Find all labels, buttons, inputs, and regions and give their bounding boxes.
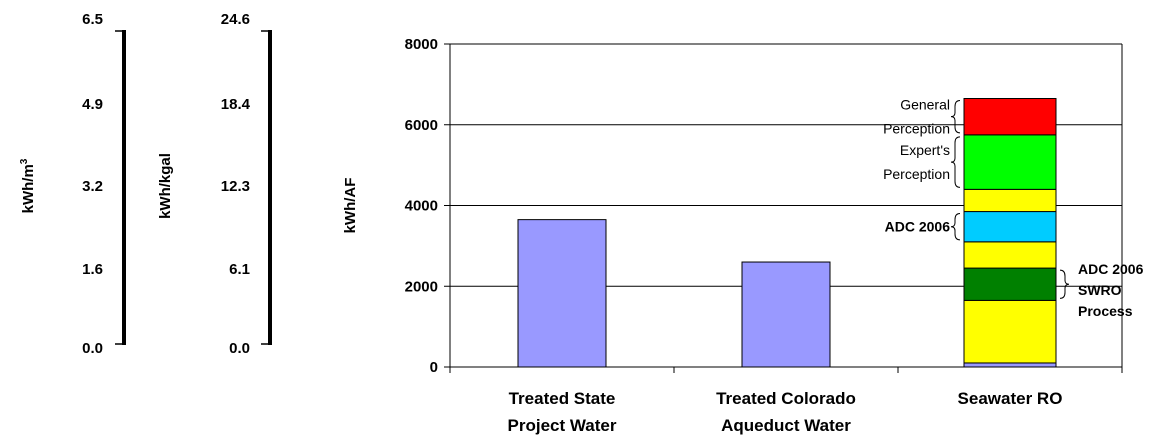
annotation-label: SWRO bbox=[1078, 282, 1122, 298]
annotation-brace bbox=[1059, 269, 1070, 299]
secondary-tick-label: 18.4 bbox=[221, 96, 251, 113]
annotation-brace bbox=[950, 213, 961, 241]
secondary-axis-title: kWh/kgal bbox=[157, 153, 174, 219]
secondary-tick-label: 24.6 bbox=[221, 11, 250, 28]
bar bbox=[517, 219, 607, 368]
annotation-label: Expert's bbox=[900, 142, 950, 158]
stacked-segment bbox=[963, 299, 1057, 364]
y-axis-title: kWh/AF bbox=[342, 178, 359, 234]
annotation-label: Perception bbox=[883, 121, 950, 137]
y-tick-label: 0 bbox=[430, 359, 438, 376]
stacked-segment bbox=[963, 134, 1057, 190]
y-tick-label: 8000 bbox=[405, 36, 438, 53]
annotation-label: Process bbox=[1078, 303, 1133, 319]
plot-area: 0 2000 4000 6000 8000 kWh/AF General Perception… bbox=[342, 36, 1144, 435]
secondary-tick-label: 1.6 bbox=[82, 261, 103, 278]
x-tick-label: Treated Colorado bbox=[716, 389, 856, 408]
annotation-label: Perception bbox=[883, 166, 950, 182]
stacked-segment bbox=[963, 211, 1057, 243]
secondary-tick-label: 6.1 bbox=[229, 261, 250, 278]
annotation-label: ADC 2006 bbox=[1078, 261, 1144, 277]
secondary-axes: 0.0 1.6 3.2 4.9 6.5 kWh/m3 0.0 6.1 12.3 18.4 24.6 k… bbox=[19, 11, 272, 357]
annotation-label: General bbox=[900, 97, 950, 113]
x-tick-label: Treated State bbox=[509, 389, 616, 408]
secondary-tick-label: 4.9 bbox=[82, 96, 103, 113]
annotation-brace bbox=[950, 100, 961, 134]
stacked-segment bbox=[963, 267, 1057, 301]
annotation-label: ADC 2006 bbox=[885, 219, 951, 235]
bar bbox=[741, 261, 831, 368]
annotation-brace bbox=[950, 136, 961, 188]
secondary-tick-label: 12.3 bbox=[221, 178, 250, 195]
stacked-segment bbox=[963, 362, 1057, 368]
secondary-tick-label: 0.0 bbox=[229, 340, 250, 357]
y-tick-label: 6000 bbox=[405, 117, 438, 134]
stacked-segment bbox=[963, 241, 1057, 269]
y-tick-label: 4000 bbox=[405, 198, 438, 215]
secondary-tick-label: 3.2 bbox=[82, 178, 103, 195]
secondary-tick-label: 0.0 bbox=[82, 340, 103, 357]
x-tick-label: Project Water bbox=[508, 416, 617, 435]
x-tick-label: Seawater RO bbox=[958, 389, 1063, 408]
x-tick-label: Aqueduct Water bbox=[721, 416, 851, 435]
stacked-segment bbox=[963, 188, 1057, 213]
secondary-axis-title: kWh/m3 bbox=[19, 158, 37, 213]
y-tick-label: 2000 bbox=[405, 278, 438, 295]
stacked-segment bbox=[963, 98, 1057, 136]
secondary-tick-label: 6.5 bbox=[82, 11, 103, 28]
